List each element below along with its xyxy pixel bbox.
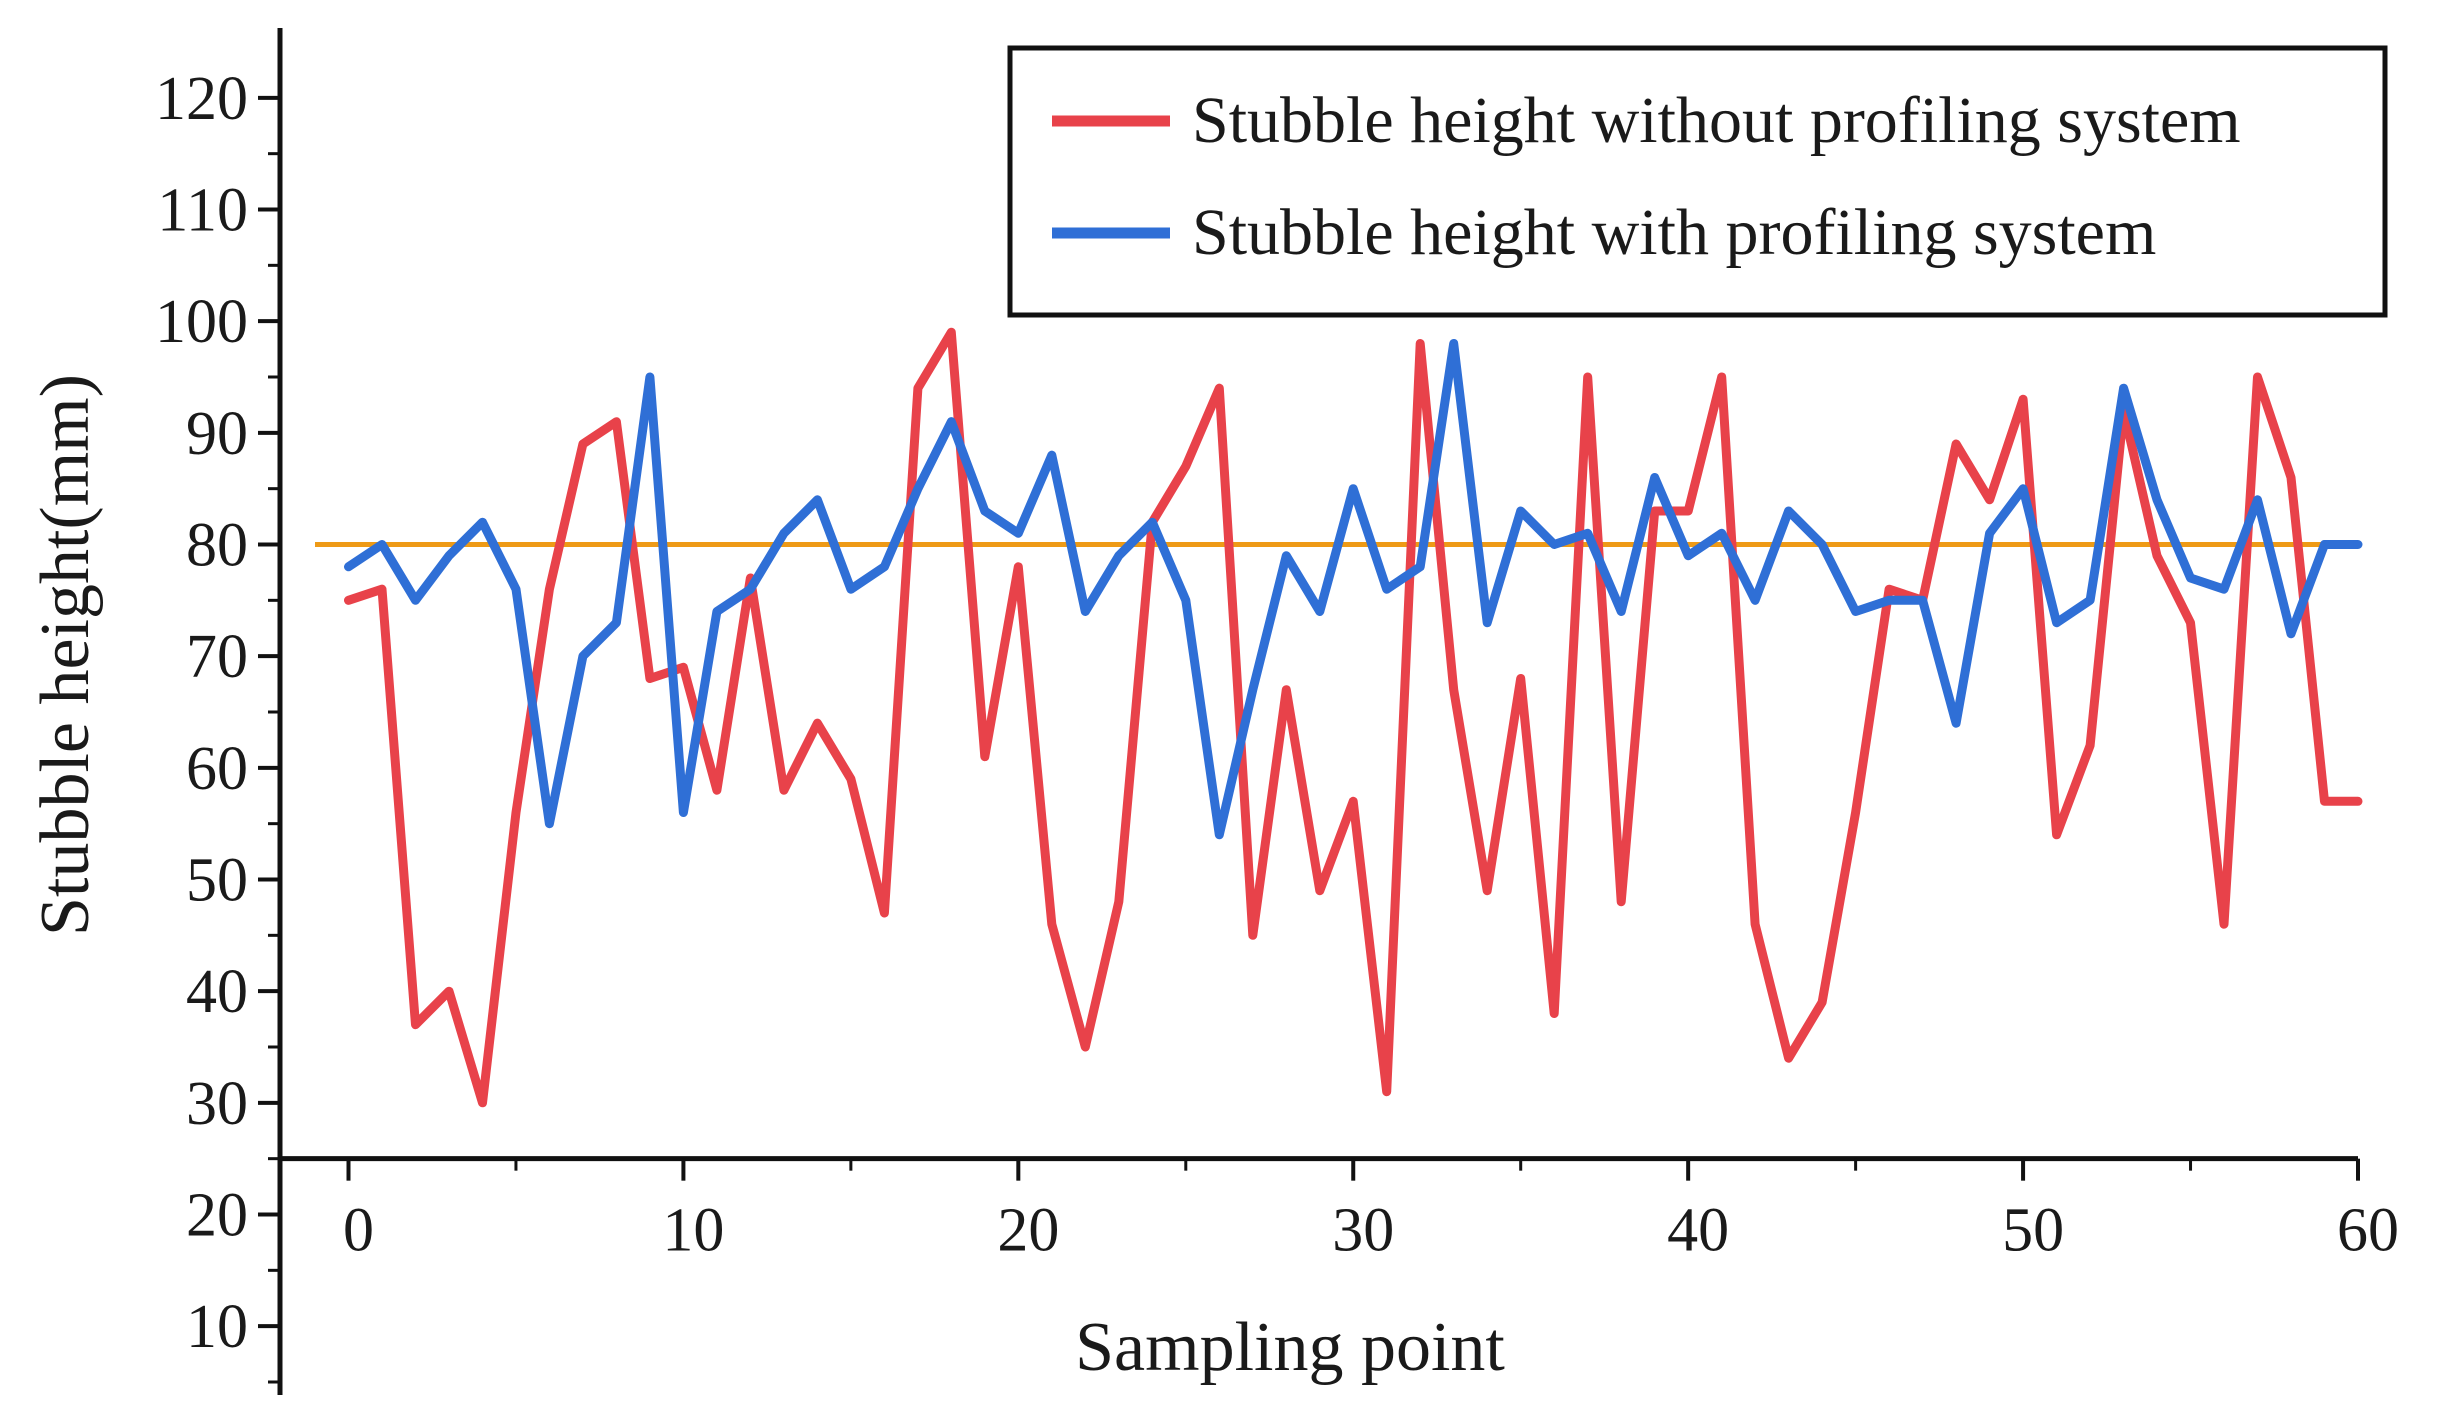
legend-box	[1007, 45, 2388, 318]
x-tick-label: 0	[343, 1197, 374, 1265]
y-tick-label: 70	[186, 623, 248, 691]
y-tick-label: 80	[186, 512, 248, 580]
legend: Stubble height without profiling system …	[1007, 45, 2388, 318]
series-line-with-profiling	[344, 339, 2363, 840]
y-tick-label: 90	[186, 400, 248, 468]
legend-label-without-profiling: Stubble height without profiling system	[1192, 84, 2241, 157]
legend-label-with-profiling: Stubble height with profiling system	[1192, 196, 2156, 269]
y-axis-title: Stubble height(mm)	[27, 374, 104, 936]
y-tick-label: 40	[186, 958, 248, 1026]
axes: 10 20 30 40 50 60 70 80 90 100 110 120 0 10 20 30 40 50 60	[155, 28, 2399, 1395]
x-axis-title: Sampling point	[1075, 1309, 1505, 1386]
x-tick-label: 10	[662, 1197, 724, 1265]
x-tick-label: 60	[2337, 1197, 2399, 1265]
x-tick-label: 50	[2002, 1197, 2064, 1265]
x-tick-label: 20	[997, 1197, 1059, 1265]
y-tick-label: 110	[157, 177, 248, 245]
series-group	[344, 327, 2363, 1108]
y-tick-label: 20	[186, 1182, 248, 1250]
y-tick-label: 120	[155, 65, 248, 133]
y-tick-label: 10	[186, 1293, 248, 1361]
y-tick-label: 60	[186, 735, 248, 803]
x-tick-label: 40	[1667, 1197, 1729, 1265]
y-tick-label: 50	[186, 847, 248, 915]
x-tick-label: 30	[1332, 1197, 1394, 1265]
series-line-without-profiling	[344, 327, 2363, 1108]
y-tick-label: 30	[186, 1070, 248, 1138]
y-tick-label: 100	[155, 288, 248, 356]
